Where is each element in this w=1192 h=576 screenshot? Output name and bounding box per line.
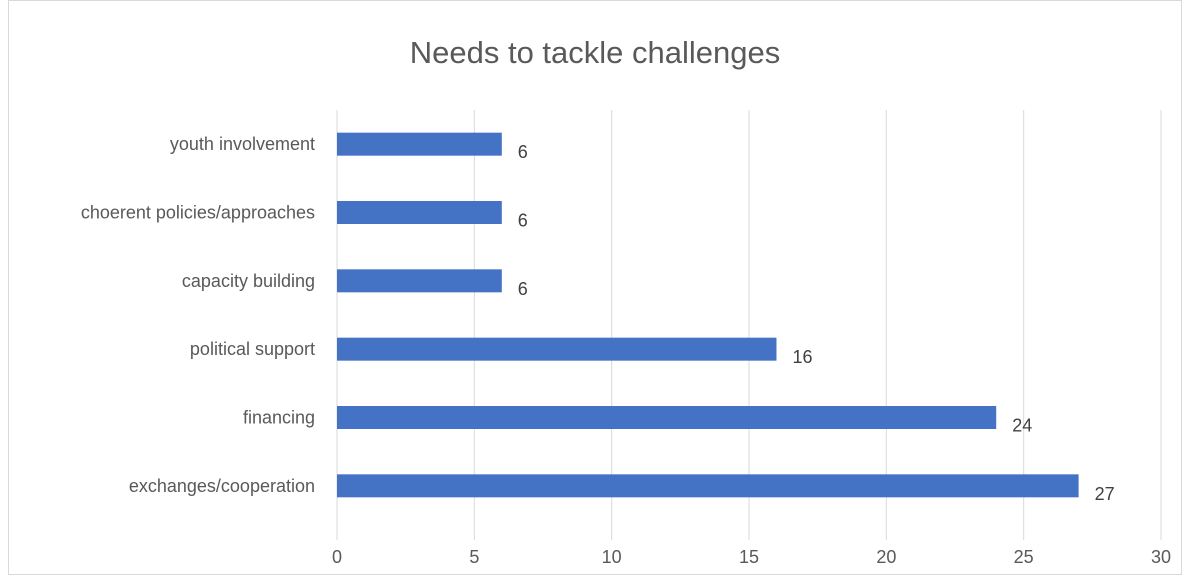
- category-label: capacity building: [182, 271, 315, 291]
- data-label: 16: [792, 347, 812, 367]
- data-label: 6: [518, 211, 528, 231]
- x-tick-label: 15: [739, 547, 759, 567]
- data-label: 6: [518, 279, 528, 299]
- bar: [337, 201, 502, 224]
- category-label: youth involvement: [170, 134, 315, 154]
- category-label: exchanges/cooperation: [129, 476, 315, 496]
- x-tick-label: 30: [1151, 547, 1171, 567]
- x-tick-label: 5: [469, 547, 479, 567]
- bar: [337, 132, 502, 156]
- x-tick-label: 0: [332, 547, 342, 567]
- bar: [337, 269, 502, 293]
- gridlines: [336, 110, 1162, 540]
- bar: [337, 337, 777, 361]
- x-tick-label: 20: [876, 547, 896, 567]
- category-label: choerent policies/approaches: [81, 203, 315, 223]
- chart-title: Needs to tackle challenges: [409, 35, 781, 70]
- data-label: 27: [1095, 484, 1115, 504]
- bar: [337, 406, 997, 429]
- category-label: political support: [190, 339, 315, 359]
- category-label: financing: [243, 408, 315, 428]
- data-label: 24: [1012, 416, 1032, 436]
- x-tick-label: 25: [1014, 547, 1034, 567]
- labels: 0 5 10 15 20 25 30 youth involvement 6 choerent p…: [81, 134, 1171, 567]
- bars: [337, 132, 1079, 498]
- x-tick-label: 10: [602, 547, 622, 567]
- data-label: 6: [518, 142, 528, 162]
- bar: [337, 474, 1079, 498]
